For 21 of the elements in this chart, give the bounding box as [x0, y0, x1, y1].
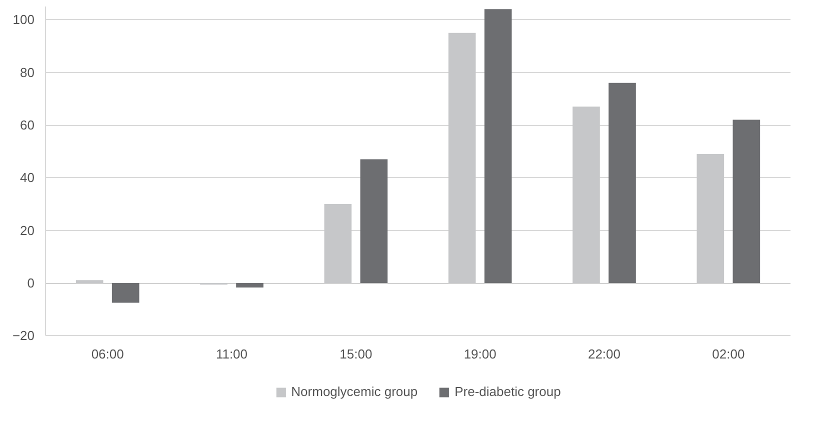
bar — [112, 283, 140, 303]
x-tick-label: 11:00 — [216, 346, 248, 362]
bar — [484, 9, 512, 283]
bar — [608, 82, 636, 283]
x-tick-label: 06:00 — [91, 346, 124, 362]
y-tick-label: −20 — [12, 328, 35, 344]
x-tick-label: 22:00 — [588, 346, 621, 362]
y-tick-label: 100 — [12, 12, 35, 28]
y-tick-label: 0 — [27, 276, 35, 290]
legend-label: Pre-diabetic group — [454, 384, 561, 399]
y-tick-label: 40 — [20, 170, 35, 186]
y-tick-label: 60 — [20, 118, 35, 132]
x-tick-label: 02:00 — [712, 346, 745, 362]
bar — [360, 159, 388, 283]
bar — [732, 120, 760, 283]
legend-label: Normoglycemic group — [291, 384, 418, 399]
x-tick-label: 15:00 — [340, 346, 372, 362]
bar — [236, 283, 264, 288]
x-tick-label: 19:00 — [464, 346, 496, 362]
y-tick-label: 20 — [20, 222, 35, 238]
y-tick-label: 80 — [20, 64, 35, 80]
